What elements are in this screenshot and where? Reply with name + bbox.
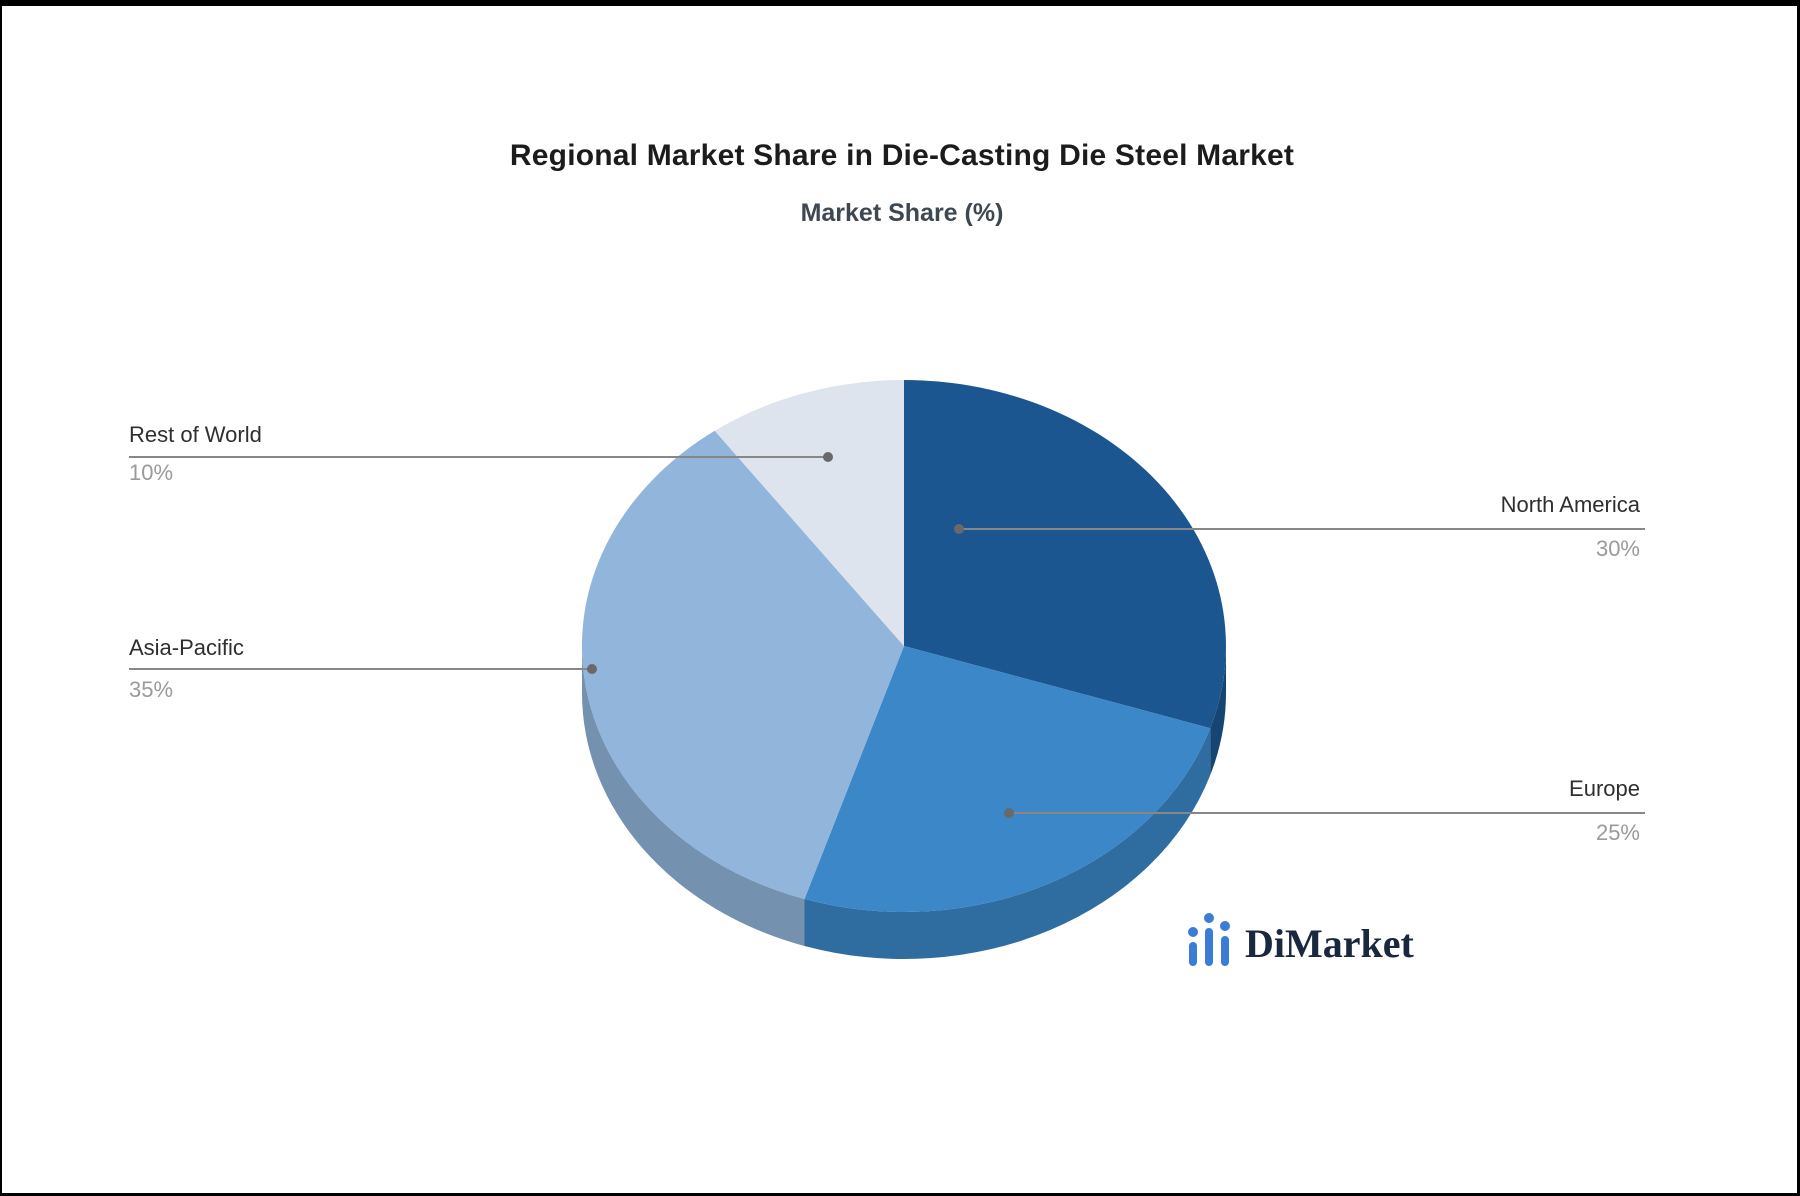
leader-dot-asia-pacific (587, 664, 597, 674)
dimarket-logo: DiMarket (1187, 912, 1414, 966)
leader-dot-europe (1004, 808, 1014, 818)
slice-value-rest-of-world: 10% (129, 460, 174, 485)
leader-dot-rest-of-world (823, 452, 833, 462)
chart-title: Regional Market Share in Die-Casting Die… (509, 139, 1295, 172)
pie-slice-europe[interactable] (804, 646, 1211, 913)
slice-label-europe: Europe (1569, 776, 1640, 801)
logo-text: DiMarket (1245, 921, 1414, 966)
pie-slice-north-america[interactable] (904, 380, 1226, 729)
slice-label-asia-pacific: Asia-Pacific (129, 635, 244, 660)
pie-slice-asia-pacific[interactable] (581, 430, 904, 899)
pie-slice-side-europe (804, 728, 1211, 960)
slice-value-europe: 25% (1595, 820, 1640, 845)
slice-label-rest-of-world: Rest of World (129, 422, 262, 447)
slice-label-north-america: North America (1500, 492, 1640, 517)
slice-value-asia-pacific: 35% (129, 677, 174, 702)
pie-slice-side-asia-pacific (582, 646, 805, 946)
pie-chart (129, 380, 1645, 960)
bar-chart-icon (1188, 913, 1230, 966)
slice-value-north-america: 30% (1595, 536, 1640, 561)
chart-subtitle: Market Share (%) (800, 199, 1004, 227)
pie-slice-rest-of-world[interactable] (714, 380, 904, 646)
leader-dot-north-america (954, 524, 964, 534)
pie-slice-side-north-america (1210, 646, 1226, 776)
